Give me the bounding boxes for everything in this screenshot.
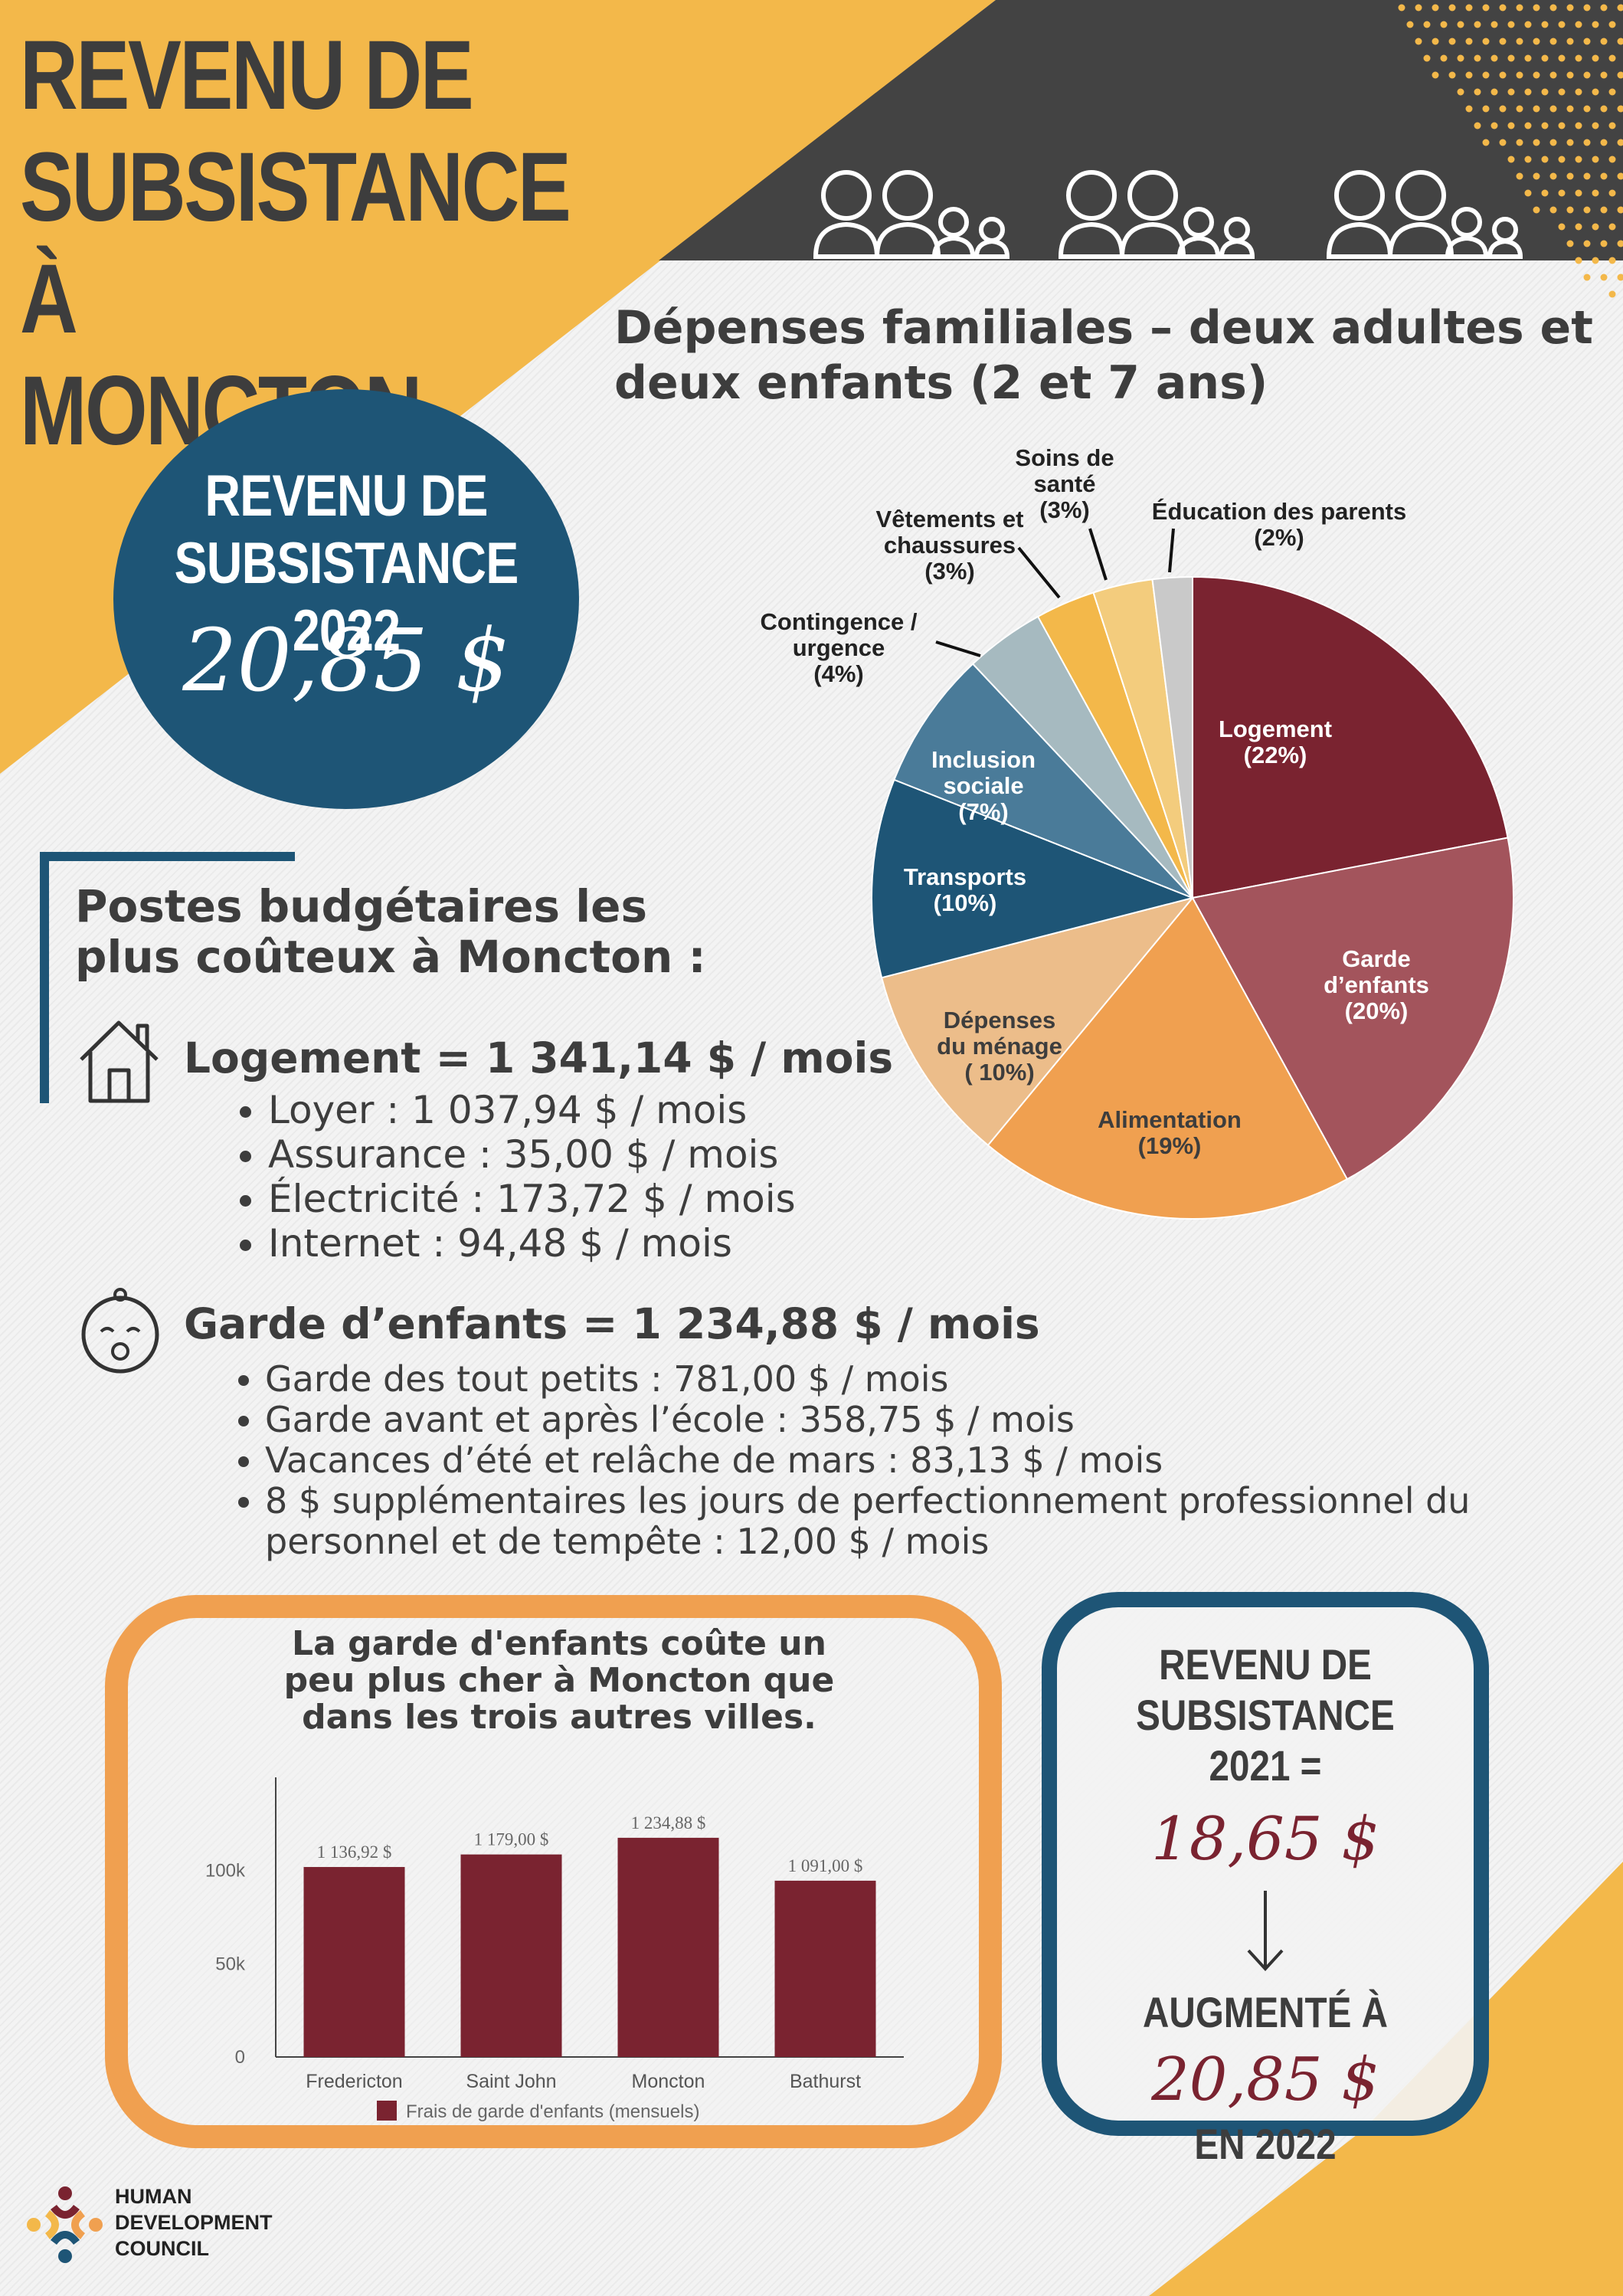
list-item: Loyer : 1 037,94 $ / mois <box>268 1088 796 1132</box>
pie-slice <box>987 896 1349 1220</box>
family-icons <box>813 170 1523 259</box>
increase-label: AUGMENTÉ À <box>1143 1988 1388 2036</box>
income-circle: REVENU DE SUBSISTANCE 2022 20,85 $ <box>113 389 579 809</box>
house-icon <box>80 1020 159 1103</box>
pie-leader-line <box>1088 528 1108 581</box>
list-item: Internet : 94,48 $ / mois <box>268 1221 796 1266</box>
y-tick-label: 0 <box>235 2047 245 2068</box>
list-item: Électricité : 173,72 $ / mois <box>268 1177 796 1221</box>
bar <box>617 1837 719 2057</box>
childcare-heading: Garde d’enfants = 1 234,88 $ / mois <box>184 1299 1040 1348</box>
y-tick-label: 50k <box>215 1954 246 1974</box>
housing-heading: Logement = 1 341,14 $ / mois <box>184 1033 894 1082</box>
page-title: REVENU DE SUBSISTANCE À MONCTON <box>20 21 571 466</box>
logo-line: COUNCIL <box>115 2237 209 2260</box>
pie-slice <box>1191 837 1514 1181</box>
pie-slice <box>1151 575 1193 899</box>
pie-slice-label: Garde d’enfants (20%) <box>1324 945 1429 1024</box>
bar-chart: 0 50k 100k 1 136,92 $ Fredericton 1 179,00 $ S… <box>205 1777 904 2122</box>
income-circle-label: REVENU DE SUBSISTANCE 2022 <box>174 463 519 663</box>
income-comparison-box: REVENU DE SUBSISTANCE 2021 = 18,65 $ AUG… <box>1042 1592 1489 2168</box>
income-2021-label: REVENU DE SUBSISTANCE 2021 = <box>1136 1640 1395 1790</box>
logo-line: HUMAN <box>115 2185 192 2208</box>
hdc-logo-icon <box>27 2186 103 2263</box>
y-tick-label: 100k <box>205 1861 246 1882</box>
x-tick-label: Saint John <box>466 2071 556 2092</box>
bar <box>460 1854 562 2057</box>
list-item: Garde des tout petits : 781,00 $ / mois <box>265 1359 1521 1400</box>
list-item: Assurance : 35,00 $ / mois <box>268 1132 796 1177</box>
hdc-logo-text: HUMAN DEVELOPMENT COUNCIL <box>115 2183 273 2262</box>
pie-slice-label: Alimentation (19%) <box>1098 1106 1242 1159</box>
income-2021-value: 18,65 $ <box>1151 1805 1379 1874</box>
bar <box>303 1867 405 2057</box>
bar-data-label: 1 091,00 $ <box>788 1856 863 1875</box>
dot-pattern <box>1398 4 1623 298</box>
x-tick-label: Bathurst <box>790 2071 861 2092</box>
pie-slice-label: Transports (10%) <box>904 863 1026 916</box>
pie-slice <box>1192 575 1509 899</box>
legend-swatch <box>377 2101 397 2121</box>
bar-data-label: 1 136,92 $ <box>317 1842 392 1862</box>
logo-line: DEVELOPMENT <box>115 2211 273 2234</box>
year-label: EN 2022 <box>1194 2120 1337 2168</box>
baby-icon <box>81 1288 159 1374</box>
budget-section-title: Postes budgétaires les plus coûteux à Mo… <box>75 880 706 983</box>
pie-slice-label: Soins de santé (3%) <box>1015 444 1114 523</box>
pie-chart: Logement (22%) Garde d’enfants (20%) Alimenta… <box>761 444 1514 1220</box>
x-tick-label: Moncton <box>632 2071 705 2092</box>
pie-slice-label: Contingence / urgence (4%) <box>761 608 918 687</box>
list-item: Garde avant et après l’école : 358,75 $ … <box>265 1400 1521 1440</box>
housing-list: Loyer : 1 037,94 $ / mois Assurance : 35… <box>228 1088 796 1266</box>
pie-leader-line <box>1017 546 1061 599</box>
pie-slice <box>880 896 1195 1147</box>
pie-slice <box>893 663 1193 899</box>
income-circle-value: 20,85 $ <box>182 611 510 711</box>
pie-slice-label: Vêtements et chaussures (3%) <box>876 506 1024 585</box>
pie-slice-label: Inclusion sociale (7%) <box>931 746 1036 825</box>
pie-leader-line <box>1168 528 1175 573</box>
section-bracket <box>40 852 295 1103</box>
list-item: 8 $ supplémentaires les jours de perfect… <box>265 1481 1521 1562</box>
x-tick-label: Fredericton <box>306 2071 402 2092</box>
pie-slice-label: Éducation des parents (2%) <box>1152 498 1406 551</box>
pie-slice-label: Dépenses du ménage( 10%) <box>937 1007 1062 1086</box>
bar-chart-title: La garde d'enfants coûte un peu plus che… <box>283 1624 835 1737</box>
pie-slice <box>871 778 1196 979</box>
bar-data-label: 1 234,88 $ <box>631 1813 706 1833</box>
list-item: Vacances d’été et relâche de mars : 83,1… <box>265 1440 1521 1481</box>
legend-label: Frais de garde d'enfants (mensuels) <box>406 2101 699 2122</box>
pie-leader-line <box>935 640 981 657</box>
childcare-list: Garde des tout petits : 781,00 $ / mois … <box>225 1359 1521 1562</box>
pie-slice-label: Logement (22%) <box>1219 716 1332 768</box>
income-2022-value: 20,85 $ <box>1151 2045 1379 2114</box>
bar-data-label: 1 179,00 $ <box>474 1830 549 1849</box>
bar <box>774 1880 876 2057</box>
arrow-down-icon <box>1247 1891 1284 1971</box>
pie-chart-title: Dépenses familiales – deux adultes et de… <box>614 301 1593 410</box>
